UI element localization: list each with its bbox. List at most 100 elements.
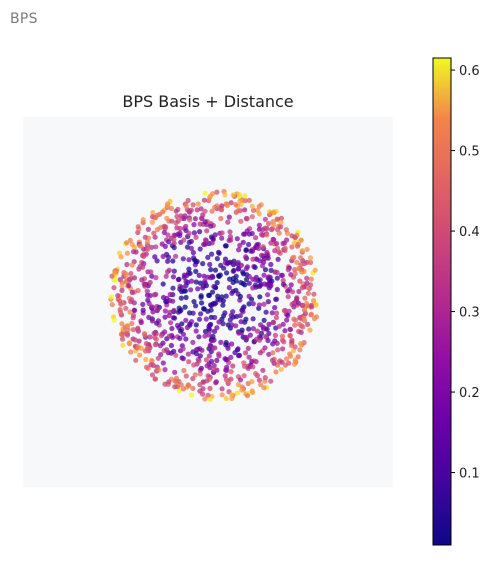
scatter-point xyxy=(141,253,147,259)
scatter-point xyxy=(202,208,208,214)
scatter-point xyxy=(152,234,158,240)
scatter-point xyxy=(301,315,307,321)
scatter-point xyxy=(274,310,280,316)
scatter-point xyxy=(244,216,250,222)
scatter-point xyxy=(179,285,185,291)
scatter-point xyxy=(237,198,243,204)
scatter-point xyxy=(239,327,245,333)
scatter-point xyxy=(173,253,179,259)
scatter-point xyxy=(174,213,180,220)
scatter-point xyxy=(250,207,257,213)
scatter-point xyxy=(219,230,225,236)
scatter-point xyxy=(246,301,252,307)
scatter-point xyxy=(304,246,310,252)
scatter-point xyxy=(244,393,251,399)
scatter-point xyxy=(282,245,288,251)
scatter-point xyxy=(238,262,244,268)
scatter-point xyxy=(174,225,180,231)
scatter-point xyxy=(265,275,271,281)
scatter-point xyxy=(155,366,161,372)
scatter-point xyxy=(281,308,287,314)
scatter-point xyxy=(131,300,137,306)
scatter-point xyxy=(285,312,291,318)
scatter-point xyxy=(289,337,295,343)
scatter-point xyxy=(256,377,262,383)
scatter-point xyxy=(213,379,219,385)
scatter-point xyxy=(274,216,280,222)
scatter-point xyxy=(190,310,196,316)
scatter-point xyxy=(198,311,204,317)
scatter-point xyxy=(197,229,203,235)
scatter-point xyxy=(268,267,274,273)
scatter-point xyxy=(199,347,205,353)
scatter-point xyxy=(188,207,194,213)
scatter-point xyxy=(183,223,189,229)
scatter-point xyxy=(147,334,153,340)
scatter-point xyxy=(162,314,168,320)
scatter-point xyxy=(280,277,286,284)
scatter-point xyxy=(236,353,242,359)
scatter-point xyxy=(183,278,189,284)
scatter-point xyxy=(298,237,304,243)
scatter-point xyxy=(313,302,319,308)
scatter-point xyxy=(164,202,171,208)
scatter-point xyxy=(172,369,178,375)
scatter-point xyxy=(278,224,284,230)
scatter-point xyxy=(155,307,161,313)
scatter-point xyxy=(145,297,151,303)
scatter-point xyxy=(143,356,149,363)
scatter-point xyxy=(126,282,132,289)
scatter-point xyxy=(233,287,239,293)
scatter-point xyxy=(151,330,157,336)
scatter-point xyxy=(246,293,252,299)
scatter-point xyxy=(257,283,263,289)
scatter-point xyxy=(160,340,166,346)
scatter-point xyxy=(182,213,188,219)
scatter-point xyxy=(284,237,290,243)
scatter-point xyxy=(248,248,254,254)
scatter-point xyxy=(197,382,203,388)
scatter-point xyxy=(285,267,291,273)
scatter-point xyxy=(224,270,230,276)
scatter-point xyxy=(139,277,145,283)
scatter-point xyxy=(298,255,304,261)
scatter-point xyxy=(197,246,203,252)
scatter-point xyxy=(123,305,129,311)
scatter-point xyxy=(148,362,154,368)
scatter-point xyxy=(200,261,206,267)
scatter-point xyxy=(192,216,198,222)
scatter-point xyxy=(190,385,196,391)
scatter-point xyxy=(216,351,222,357)
scatter-point xyxy=(242,193,248,199)
scatter-point xyxy=(196,316,203,322)
scatter-point xyxy=(285,294,291,300)
scatter-point xyxy=(236,330,242,336)
scatter-point xyxy=(171,236,177,242)
colorbar-tick-label: 0.4 xyxy=(459,225,480,240)
scatter-point xyxy=(205,254,211,260)
scatter-point xyxy=(297,278,303,284)
scatter-point xyxy=(298,329,304,335)
scatter-point xyxy=(236,247,242,253)
scatter-point xyxy=(153,291,159,297)
scatter-point xyxy=(160,209,166,215)
scatter-point xyxy=(221,265,227,271)
scatter-point xyxy=(150,309,156,315)
scatter-point xyxy=(296,288,302,295)
scatter-point xyxy=(245,345,251,351)
scatter-point xyxy=(218,215,224,222)
scatter-point xyxy=(256,245,262,251)
scatter-point xyxy=(258,382,264,388)
scatter-point xyxy=(219,207,225,213)
scatter-point xyxy=(193,279,199,285)
scatter-point xyxy=(183,336,189,342)
scatter-point xyxy=(283,227,289,233)
scatter-point xyxy=(297,347,303,353)
scatter-point xyxy=(237,293,243,300)
scatter-point xyxy=(237,377,244,383)
scatter-point xyxy=(161,223,167,229)
scatter-point xyxy=(160,253,166,259)
scatter-point xyxy=(183,203,189,209)
scatter-point xyxy=(207,385,213,391)
scatter-point xyxy=(292,344,298,350)
